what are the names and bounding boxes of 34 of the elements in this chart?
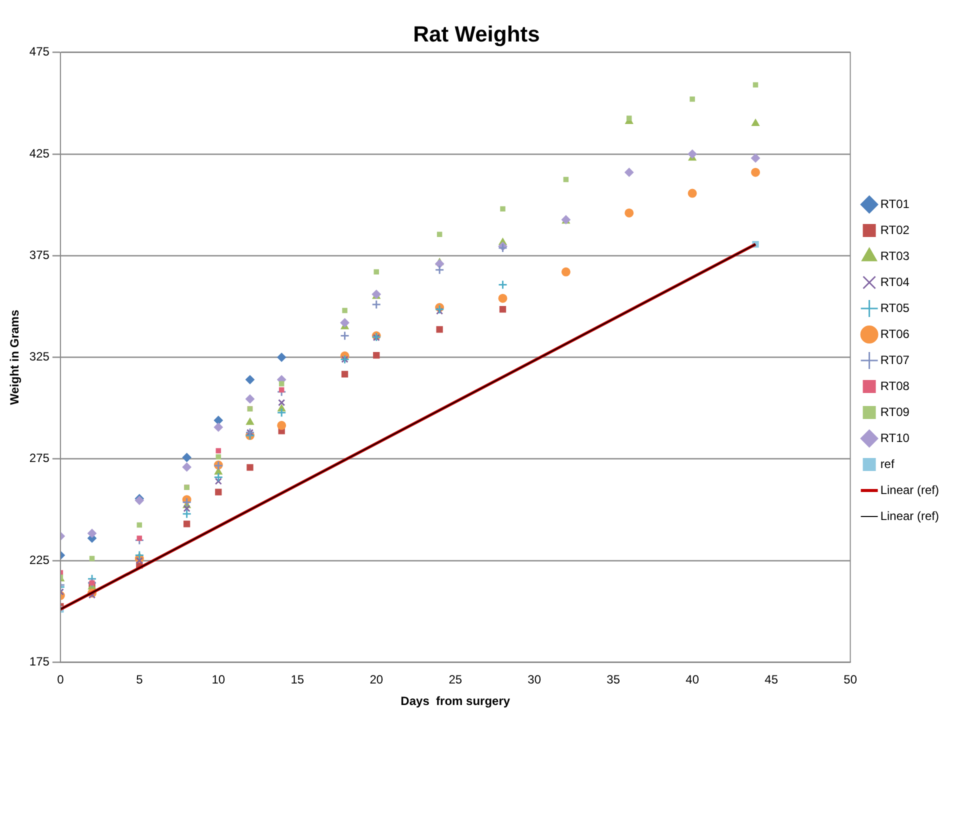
y-tick-label: 225 [29,552,50,567]
legend-label: ref [880,456,895,471]
y-axis-title: Weight in Grams [8,309,22,405]
y-tick-label: 475 [29,44,50,59]
y-tick-label: 275 [29,451,50,466]
x-tick-label: 15 [290,672,304,687]
x-tick-label: 50 [844,672,858,687]
x-tick-label: 10 [212,672,226,687]
y-tick-label: 425 [29,146,50,160]
chart-title: Rat Weights [413,21,540,46]
x-tick-label: 5 [136,672,144,687]
legend-label: Linear (ref) [880,482,940,497]
legend-label: RT08 [880,378,910,393]
x-tick-label: 20 [370,672,384,687]
legend-label: RT04 [880,274,910,289]
x-tick-label: 35 [606,672,620,687]
x-tick-label: 30 [528,672,542,687]
x-axis-title: Days from surgery [400,694,510,708]
legend-label: RT01 [880,196,910,211]
legend-label: RT06 [880,326,910,341]
y-tick-label: 375 [29,248,50,262]
legend-label: RT05 [880,300,910,315]
legend-label: RT02 [880,222,910,237]
legend-label: RT10 [880,430,910,445]
legend-label: RT03 [880,248,910,263]
legend-label: RT09 [880,404,910,419]
x-tick-label: 45 [764,672,778,687]
x-tick-label: 40 [686,672,700,687]
x-tick-label: 0 [57,672,64,687]
y-tick-label: 325 [29,350,50,364]
y-tick-label: 175 [29,654,50,669]
legend-label: RT07 [880,352,910,367]
x-tick-label: 25 [448,672,462,687]
legend-label: Linear (ref) [880,508,940,523]
